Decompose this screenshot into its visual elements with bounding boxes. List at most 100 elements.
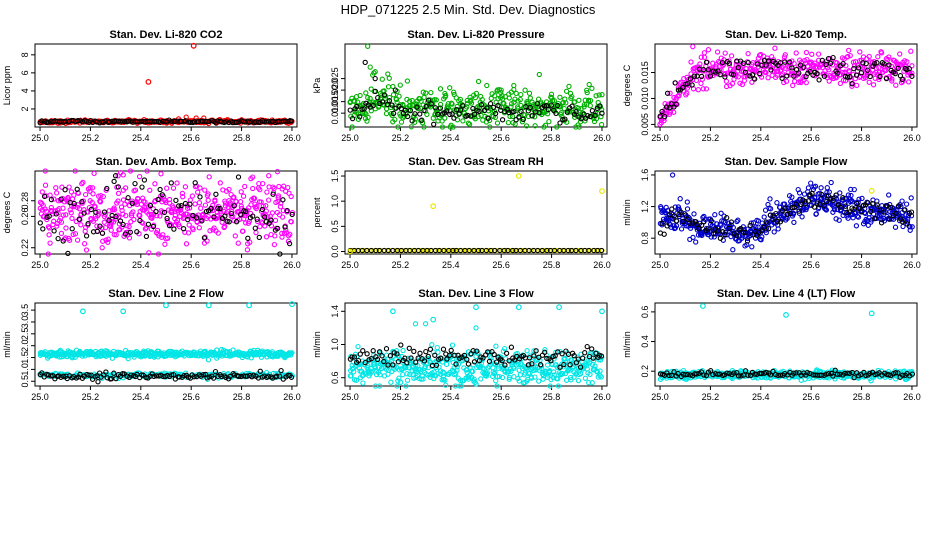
data-point-reference — [65, 250, 71, 257]
data-point-reference — [192, 180, 198, 186]
data-point-primary — [368, 369, 375, 375]
data-point-reference — [902, 207, 908, 213]
data-point-reference — [106, 119, 113, 125]
data-point-reference — [392, 87, 399, 93]
data-point-primary — [559, 113, 565, 119]
data-point-primary — [199, 212, 206, 218]
data-point-reference — [132, 180, 138, 187]
data-point-reference — [599, 110, 605, 116]
data-point-reference — [394, 351, 400, 357]
data-point-reference — [855, 65, 862, 71]
data-point-primary — [544, 374, 551, 380]
data-point-reference — [779, 75, 785, 81]
data-point-primary — [47, 240, 53, 246]
data-point-reference — [518, 108, 524, 115]
data-point-primary — [426, 247, 432, 254]
data-point-primary — [192, 201, 198, 207]
data-point-primary — [97, 198, 104, 205]
data-point-primary — [396, 93, 402, 99]
x-tick-label: 25.2 — [392, 133, 410, 143]
data-point-primary — [279, 214, 286, 220]
page-title: HDP_071225 2.5 Min. Std. Dev. Diagnostic… — [340, 2, 596, 17]
data-point-reference — [543, 102, 549, 109]
data-point-reference — [886, 216, 892, 222]
data-point-reference — [441, 247, 447, 254]
data-point-reference — [860, 60, 866, 66]
data-point-reference — [773, 371, 779, 378]
data-point-reference — [93, 209, 99, 215]
data-point-primary — [486, 247, 492, 254]
data-point-primary — [566, 83, 572, 90]
data-point-reference — [752, 76, 758, 82]
data-point-reference — [37, 220, 43, 226]
data-point-primary — [395, 378, 401, 384]
data-point-primary — [58, 219, 65, 225]
data-point-reference — [103, 369, 109, 375]
data-point-reference — [161, 209, 168, 216]
data-point-primary — [182, 184, 189, 190]
data-point-primary — [263, 203, 269, 209]
data-point-primary — [698, 80, 704, 87]
data-point-primary — [277, 204, 284, 210]
data-point-reference — [389, 102, 395, 108]
data-point-primary — [551, 98, 557, 104]
data-point-primary — [857, 49, 863, 55]
x-tick-label: 25.8 — [543, 133, 561, 143]
data-point-primary — [92, 204, 98, 210]
data-point-reference — [262, 214, 268, 220]
outlier-point — [289, 301, 295, 308]
data-point-reference — [858, 209, 864, 215]
data-point-reference — [502, 362, 508, 368]
data-point-primary — [240, 193, 247, 199]
data-point-primary — [828, 179, 834, 186]
data-point-primary — [669, 172, 676, 178]
data-point-primary — [570, 247, 576, 254]
data-point-primary — [454, 364, 460, 370]
data-point-reference — [79, 199, 85, 205]
data-point-primary — [681, 75, 687, 82]
data-point-primary — [289, 350, 295, 356]
data-point-primary — [568, 377, 574, 383]
data-point-primary — [722, 50, 728, 56]
data-point-reference — [584, 343, 590, 350]
data-point-reference — [830, 54, 836, 61]
data-point-reference — [212, 368, 219, 375]
data-point-primary — [705, 47, 712, 53]
data-point-reference — [506, 109, 512, 116]
data-point-primary — [95, 208, 101, 215]
data-point-primary — [909, 70, 915, 76]
data-point-reference — [664, 90, 671, 96]
data-point-reference — [383, 346, 390, 352]
data-point-reference — [421, 107, 427, 114]
data-point-reference — [589, 108, 596, 114]
data-point-primary — [577, 367, 583, 374]
data-point-reference — [250, 213, 256, 219]
data-point-primary — [410, 247, 416, 254]
data-point-primary — [699, 76, 706, 82]
data-point-reference — [680, 84, 686, 91]
data-point-primary — [688, 59, 694, 65]
data-point-primary — [875, 54, 881, 60]
data-point-primary — [242, 183, 248, 190]
data-point-reference — [510, 247, 516, 254]
data-point-reference — [408, 355, 414, 361]
x-tick-label: 25.4 — [752, 392, 770, 402]
data-point-reference — [569, 103, 575, 109]
data-point-primary — [350, 369, 357, 375]
x-tick-label: 25.8 — [543, 260, 561, 270]
data-point-primary — [279, 234, 285, 240]
data-point-primary — [569, 93, 575, 100]
data-point-reference — [238, 212, 244, 218]
data-point-primary — [470, 368, 476, 375]
data-point-reference — [590, 355, 596, 361]
y-tick-label: 1.2 — [640, 200, 650, 213]
data-point-reference — [289, 211, 295, 218]
outlier-point — [515, 304, 522, 311]
data-point-primary — [899, 198, 905, 204]
data-point-reference — [97, 223, 103, 229]
data-point-reference — [534, 100, 541, 107]
data-point-primary — [846, 69, 853, 75]
data-point-reference — [544, 355, 550, 362]
data-point-primary — [851, 186, 857, 193]
